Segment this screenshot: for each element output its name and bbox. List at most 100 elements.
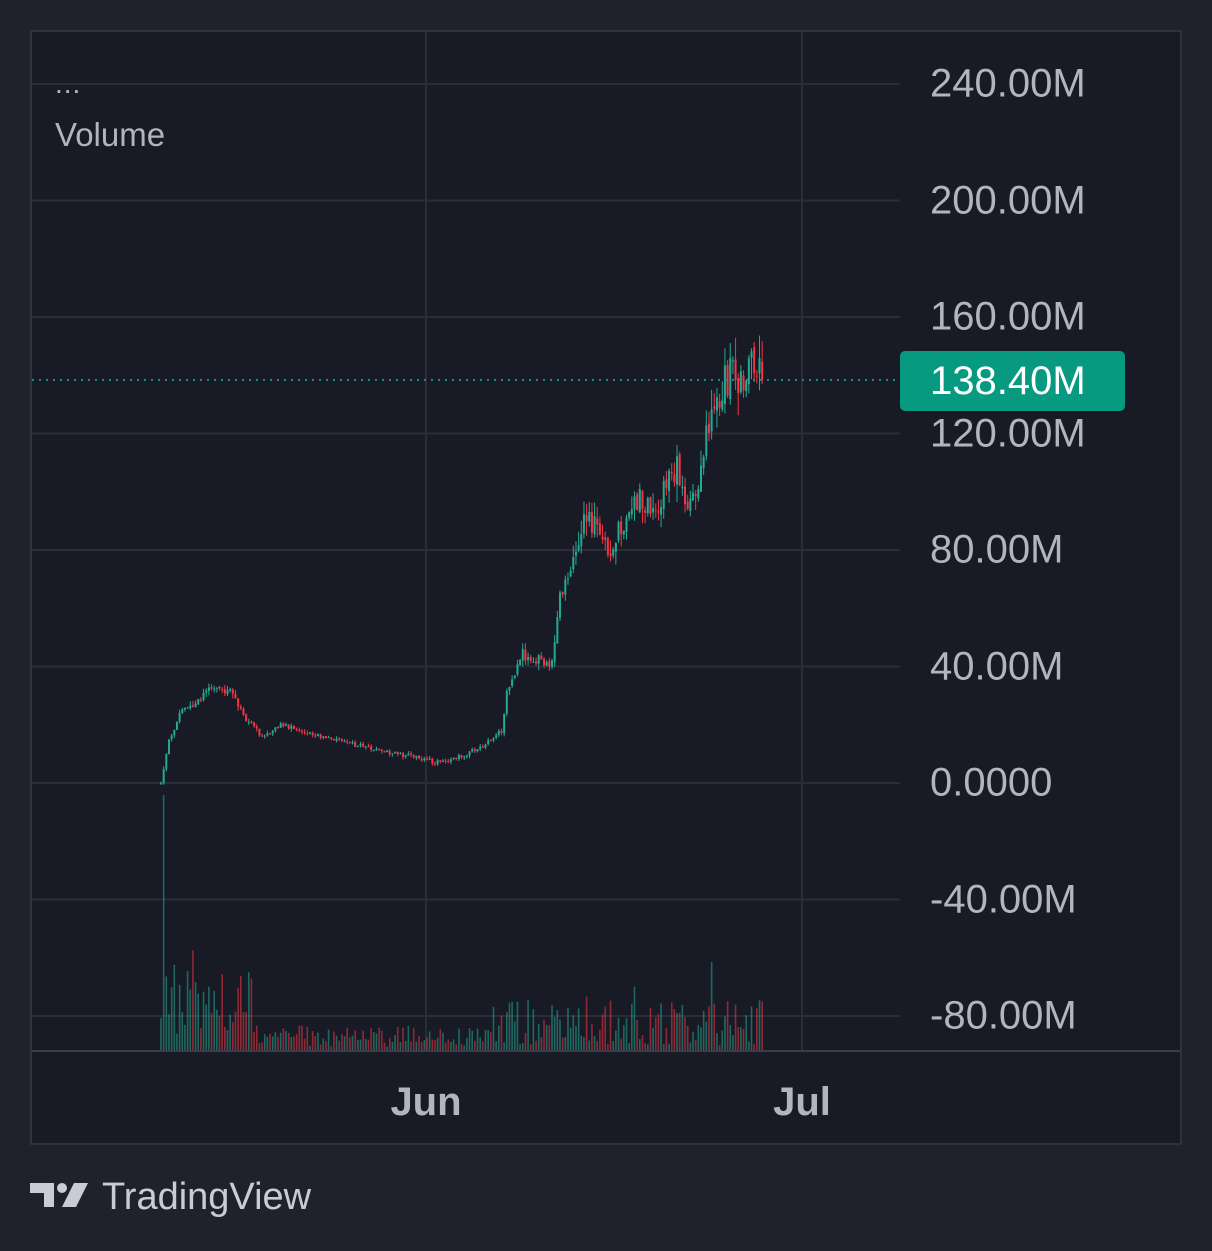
candle-body [231,689,234,694]
volume-bar [718,1044,721,1050]
volume-bar [255,1025,258,1050]
candle-body [223,689,226,694]
volume-bar [279,1032,282,1050]
candle-body [332,739,335,741]
candle-body [511,679,514,686]
volume-bar [596,1040,599,1050]
last-value-badge: 138.40M [900,351,1125,411]
candle-body [628,512,631,518]
candle-body [162,769,165,784]
volume-bar [599,1029,601,1050]
candle-body [699,465,702,492]
legend-title: Volume [55,116,166,153]
volume-bar [258,1043,261,1050]
volume-bar [479,1037,481,1050]
volume-bar [311,1031,314,1050]
volume-bar [418,1035,420,1050]
volume-bar [612,1041,614,1050]
candle-body [229,688,232,691]
candle-body [601,536,604,540]
candle-body [596,518,599,525]
candle-body [665,479,668,489]
candle-body [380,749,383,751]
candle-body [183,707,186,710]
candle-body [737,378,740,394]
volume-bar [261,1042,263,1050]
volume-bar [386,1046,388,1050]
volume-bar [753,1043,755,1050]
y-tick-label: 80.00M [930,527,1064,572]
candle-body [388,750,391,755]
volume-bar [176,1033,178,1050]
candle-body [660,507,663,515]
candle-body [354,741,357,747]
volume-bar [577,1008,580,1050]
volume-bar [327,1029,330,1050]
volume-bar [378,1027,380,1050]
volume-bar [213,990,215,1050]
volume-bar [335,1035,338,1050]
y-tick-label: 200.00M [930,178,1086,222]
candle-body [202,692,205,701]
volume-bar [628,1043,630,1050]
candle-body [684,486,687,505]
candle-body [731,360,734,362]
volume-bar [309,1045,311,1050]
tradingview-branding[interactable]: TradingView [30,1176,311,1219]
candle-body [535,661,538,664]
volume-bar [383,1042,386,1050]
volume-bar [247,972,250,1050]
candle-body [574,551,577,556]
volume-bar [710,962,713,1050]
candle-body [335,738,338,741]
volume-bar [654,1017,657,1050]
candle-body [545,661,548,666]
legend-menu-icon[interactable]: ... [55,68,82,99]
candle-body [316,734,319,736]
volume-bar [508,1002,511,1050]
volume-bar [178,984,181,1050]
volume-bar [609,1000,612,1050]
candle-body [532,661,535,663]
candle-body [553,642,556,662]
volume-bar [532,1009,535,1050]
candle-body [654,510,657,512]
candle-body [742,375,745,391]
volume-bar [513,1021,516,1050]
volume-bar [444,1042,447,1050]
volume-bar [399,1042,402,1050]
volume-bar [303,1038,306,1050]
candle-body [673,474,676,483]
volume-bar [242,1012,245,1050]
volume-bar [476,1028,479,1050]
volume-bar [282,1028,285,1050]
grid-lines [32,32,1180,1052]
candle-body [593,516,596,535]
volume-bar [322,1038,325,1050]
candle-body [692,492,694,501]
candle-body [287,724,290,729]
volume-bar [301,1025,303,1050]
volume-bar [253,1032,255,1050]
volume-bar [428,1031,431,1050]
candle-body [761,361,764,380]
volume-bar [298,1025,301,1050]
volume-bar [702,1010,705,1050]
volume-bar [697,1024,700,1050]
volume-bar [490,1032,492,1050]
volume-bar [160,1017,162,1050]
candle-body [372,750,375,752]
candle-body [524,649,527,661]
volume-bar [394,1035,396,1050]
volume-bar [388,1037,391,1050]
volume-bar [455,1044,458,1050]
candle-body [551,660,554,667]
volume-bar [450,1042,452,1050]
volume-bar [466,1038,468,1050]
volume-bar [439,1028,442,1050]
volume-bar [556,1009,559,1050]
volume-bar [162,795,165,1050]
candle-body [391,753,394,755]
candle-body [617,521,620,541]
